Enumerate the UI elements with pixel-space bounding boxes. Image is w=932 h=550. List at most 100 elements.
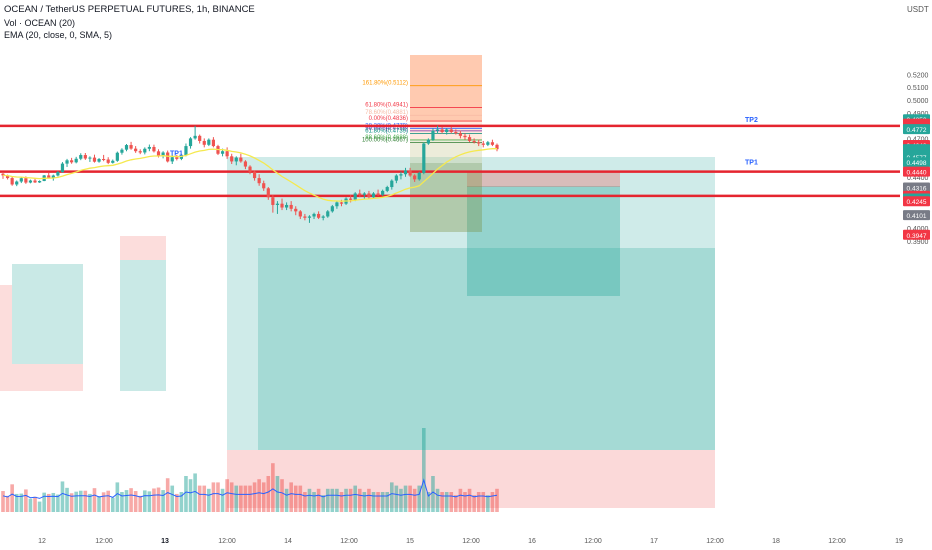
candle-body <box>234 157 238 162</box>
time-tick-label: 12:00 <box>95 538 113 545</box>
candle-body <box>486 142 490 145</box>
candle-body <box>317 213 321 218</box>
candle-body <box>394 175 398 181</box>
candle-body <box>33 180 37 183</box>
volume-bar <box>303 492 307 512</box>
time-tick-label: 13 <box>161 538 169 545</box>
candle-body <box>481 143 485 145</box>
price-tick-label: 0.5100 <box>907 85 929 92</box>
candle-body <box>198 135 202 141</box>
candle-body <box>303 216 307 218</box>
candle-body <box>362 193 366 195</box>
volume-indicator-label[interactable]: Vol · OCEAN (20) <box>4 18 76 28</box>
time-axis: 12 12:00 13 12:00 14 12:00 15 12:00 16 12:00 17 12:… <box>38 538 903 545</box>
volume-bar <box>78 490 83 512</box>
price-badge-label: 0.4772 <box>907 127 927 134</box>
candle-body <box>56 172 60 176</box>
volume-bar <box>385 492 390 512</box>
candle-body <box>280 203 284 208</box>
volume-bar <box>280 479 284 512</box>
candle-body <box>467 137 472 141</box>
volume-bar <box>97 496 101 512</box>
candle-body <box>184 146 188 156</box>
candle-body <box>28 180 33 183</box>
volume-bar <box>74 491 78 512</box>
volume-bar <box>229 482 234 512</box>
price-tick-label: 0.4400 <box>907 175 929 182</box>
time-tick-label: 12 <box>38 538 46 545</box>
volume-bar <box>422 428 426 512</box>
candle-body <box>431 130 435 140</box>
volume-bar <box>449 492 454 512</box>
volume-bar <box>19 493 24 512</box>
volume-bar <box>115 482 120 512</box>
candle-body <box>243 161 248 167</box>
candle-body <box>440 129 444 132</box>
volume-bar <box>444 492 449 512</box>
volume-bar <box>261 482 266 512</box>
volume-bar <box>1 491 5 512</box>
candle-body <box>376 193 380 195</box>
candle-body <box>284 204 289 208</box>
volume-bar <box>481 492 486 512</box>
position-zone <box>12 264 83 364</box>
candle-body <box>271 197 275 205</box>
volume-bar <box>42 492 46 512</box>
candle-body <box>413 175 417 180</box>
candle-body <box>207 139 211 145</box>
volume-bar <box>69 493 74 512</box>
candle-body <box>24 178 28 183</box>
volume-bar <box>156 487 161 512</box>
volume-bar <box>197 485 202 512</box>
volume-bar <box>362 492 367 512</box>
candle-body <box>298 211 302 217</box>
fib-level-label: 61.80%(0.4941) <box>365 103 408 109</box>
candle-body <box>252 171 257 179</box>
volume-bar <box>170 485 175 512</box>
candle-body <box>138 151 142 153</box>
volume-bar <box>51 492 56 512</box>
volume-bar <box>271 463 275 512</box>
candle-body <box>349 198 353 200</box>
volume-bar <box>248 485 252 512</box>
candle-body <box>353 193 357 200</box>
candle-body <box>422 143 426 173</box>
time-tick-label: 12:00 <box>462 538 480 545</box>
volume-bar <box>220 488 225 512</box>
ema-indicator-label[interactable]: EMA (20, close, 0, SMA, 5) <box>4 30 113 40</box>
volume-bar <box>298 485 303 512</box>
candle-body <box>275 203 280 205</box>
volume-bar <box>106 490 111 512</box>
volume-bar <box>431 476 435 512</box>
time-tick-label: 19 <box>895 538 903 545</box>
price-unit-label: USDT <box>907 5 929 14</box>
volume-bar <box>426 492 431 512</box>
candle-body <box>321 216 325 218</box>
candle-body <box>120 149 124 153</box>
fib-level-label: 88.60%(0.4688) <box>365 135 408 141</box>
candle-body <box>97 159 101 162</box>
candle-body <box>330 206 334 212</box>
volume-bar <box>120 492 124 512</box>
candle-body <box>339 202 344 204</box>
candle-body <box>408 170 412 176</box>
candle-body <box>83 155 87 159</box>
position-zone <box>467 186 620 296</box>
volume-bar <box>495 488 499 512</box>
candle-body <box>19 178 23 182</box>
volume-bar <box>312 492 316 512</box>
volume-bar <box>184 476 188 512</box>
volume-bar <box>344 488 348 512</box>
time-tick-label: 17 <box>650 538 658 545</box>
position-zone <box>0 285 12 364</box>
volume-bar <box>24 489 28 512</box>
volume-bar <box>316 488 321 512</box>
volume-bar <box>348 488 353 512</box>
candle-body <box>211 139 216 147</box>
candle-body <box>166 152 170 162</box>
fib-level-label: 100.00%(0.4667) <box>362 138 408 144</box>
volume-bar <box>330 488 335 512</box>
candle-body <box>106 159 110 163</box>
volume-bar <box>463 492 467 512</box>
